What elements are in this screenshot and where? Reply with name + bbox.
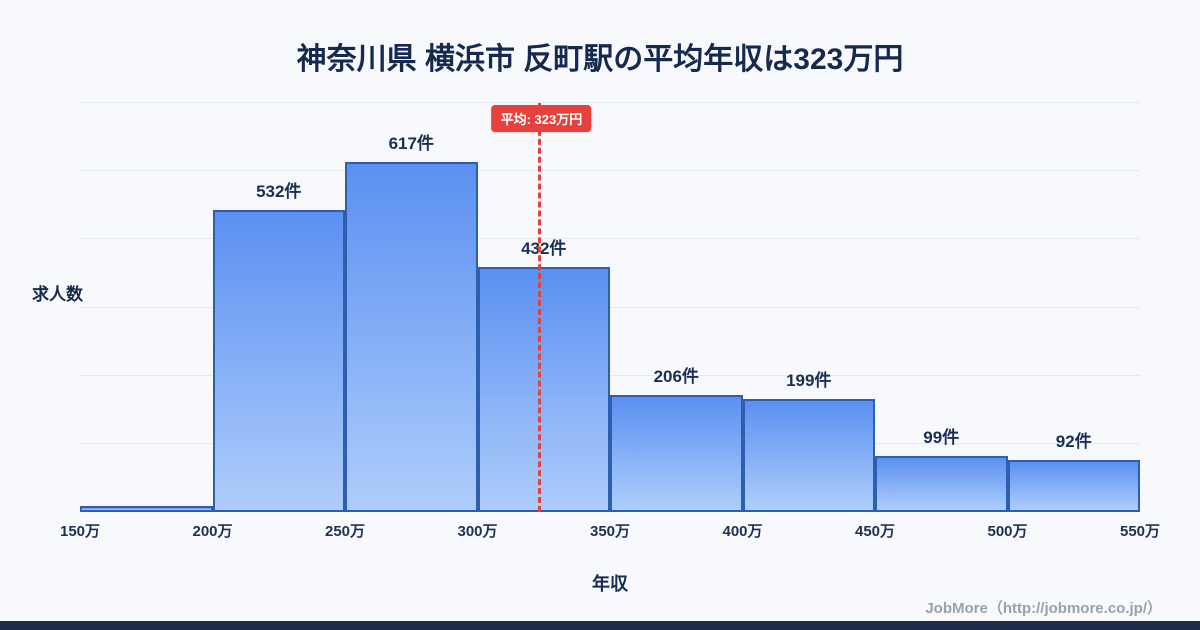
histogram-bar bbox=[875, 455, 1008, 512]
x-tick-label: 350万 bbox=[589, 523, 631, 540]
chart-title: 神奈川県 横浜市 反町駅の平均年収は323万円 bbox=[296, 43, 904, 76]
x-tick-label: 250万 bbox=[324, 523, 366, 540]
histogram-bar bbox=[477, 266, 610, 512]
x-tick-label: 400万 bbox=[722, 523, 763, 540]
average-line: 平均: 323万円 bbox=[491, 103, 592, 512]
bar-count-label: 199件 bbox=[786, 370, 832, 390]
histogram-bar bbox=[345, 161, 478, 512]
x-tick-label: 450万 bbox=[854, 523, 896, 540]
average-badge: 平均: 323万円 bbox=[491, 105, 592, 132]
bar-count-label: 532件 bbox=[256, 181, 302, 201]
bar-count-label: 206件 bbox=[653, 366, 699, 386]
gridline bbox=[80, 374, 1140, 376]
histogram-bar bbox=[1007, 459, 1140, 512]
gridline bbox=[80, 170, 1140, 172]
gridline bbox=[80, 238, 1140, 240]
bar-count-label: 99件 bbox=[923, 427, 960, 447]
x-axis-label: 年収 bbox=[592, 574, 628, 594]
y-axis-label: 求人数 bbox=[32, 285, 83, 304]
histogram-bar bbox=[80, 506, 213, 512]
gridline bbox=[80, 306, 1140, 308]
x-tick-label: 200万 bbox=[192, 523, 233, 540]
gridline bbox=[80, 102, 1140, 103]
x-tick-label: 150万 bbox=[59, 523, 101, 540]
bar-count-label: 432件 bbox=[521, 238, 567, 258]
plot-area: 532件 617件 432件 206件 199件 99件 92件 平均: 323万円 bbox=[80, 102, 1140, 512]
x-tick-label: 550万 bbox=[1119, 523, 1161, 540]
bar-count-label: 92件 bbox=[1055, 431, 1092, 451]
histogram-bar bbox=[610, 394, 743, 512]
bottom-accent-bar bbox=[0, 621, 1200, 630]
x-tick-label: 500万 bbox=[987, 523, 1028, 540]
x-tick-label: 300万 bbox=[457, 523, 498, 540]
x-axis-ticks: 150万 200万 250万 300万 350万 400万 450万 500万 550万 bbox=[60, 520, 1160, 540]
histogram-bar bbox=[212, 209, 345, 512]
histogram-bar bbox=[742, 398, 875, 512]
footer-credit: JobMore（http://jobmore.co.jp/） bbox=[925, 600, 1162, 617]
bar-count-label: 617件 bbox=[388, 133, 434, 153]
